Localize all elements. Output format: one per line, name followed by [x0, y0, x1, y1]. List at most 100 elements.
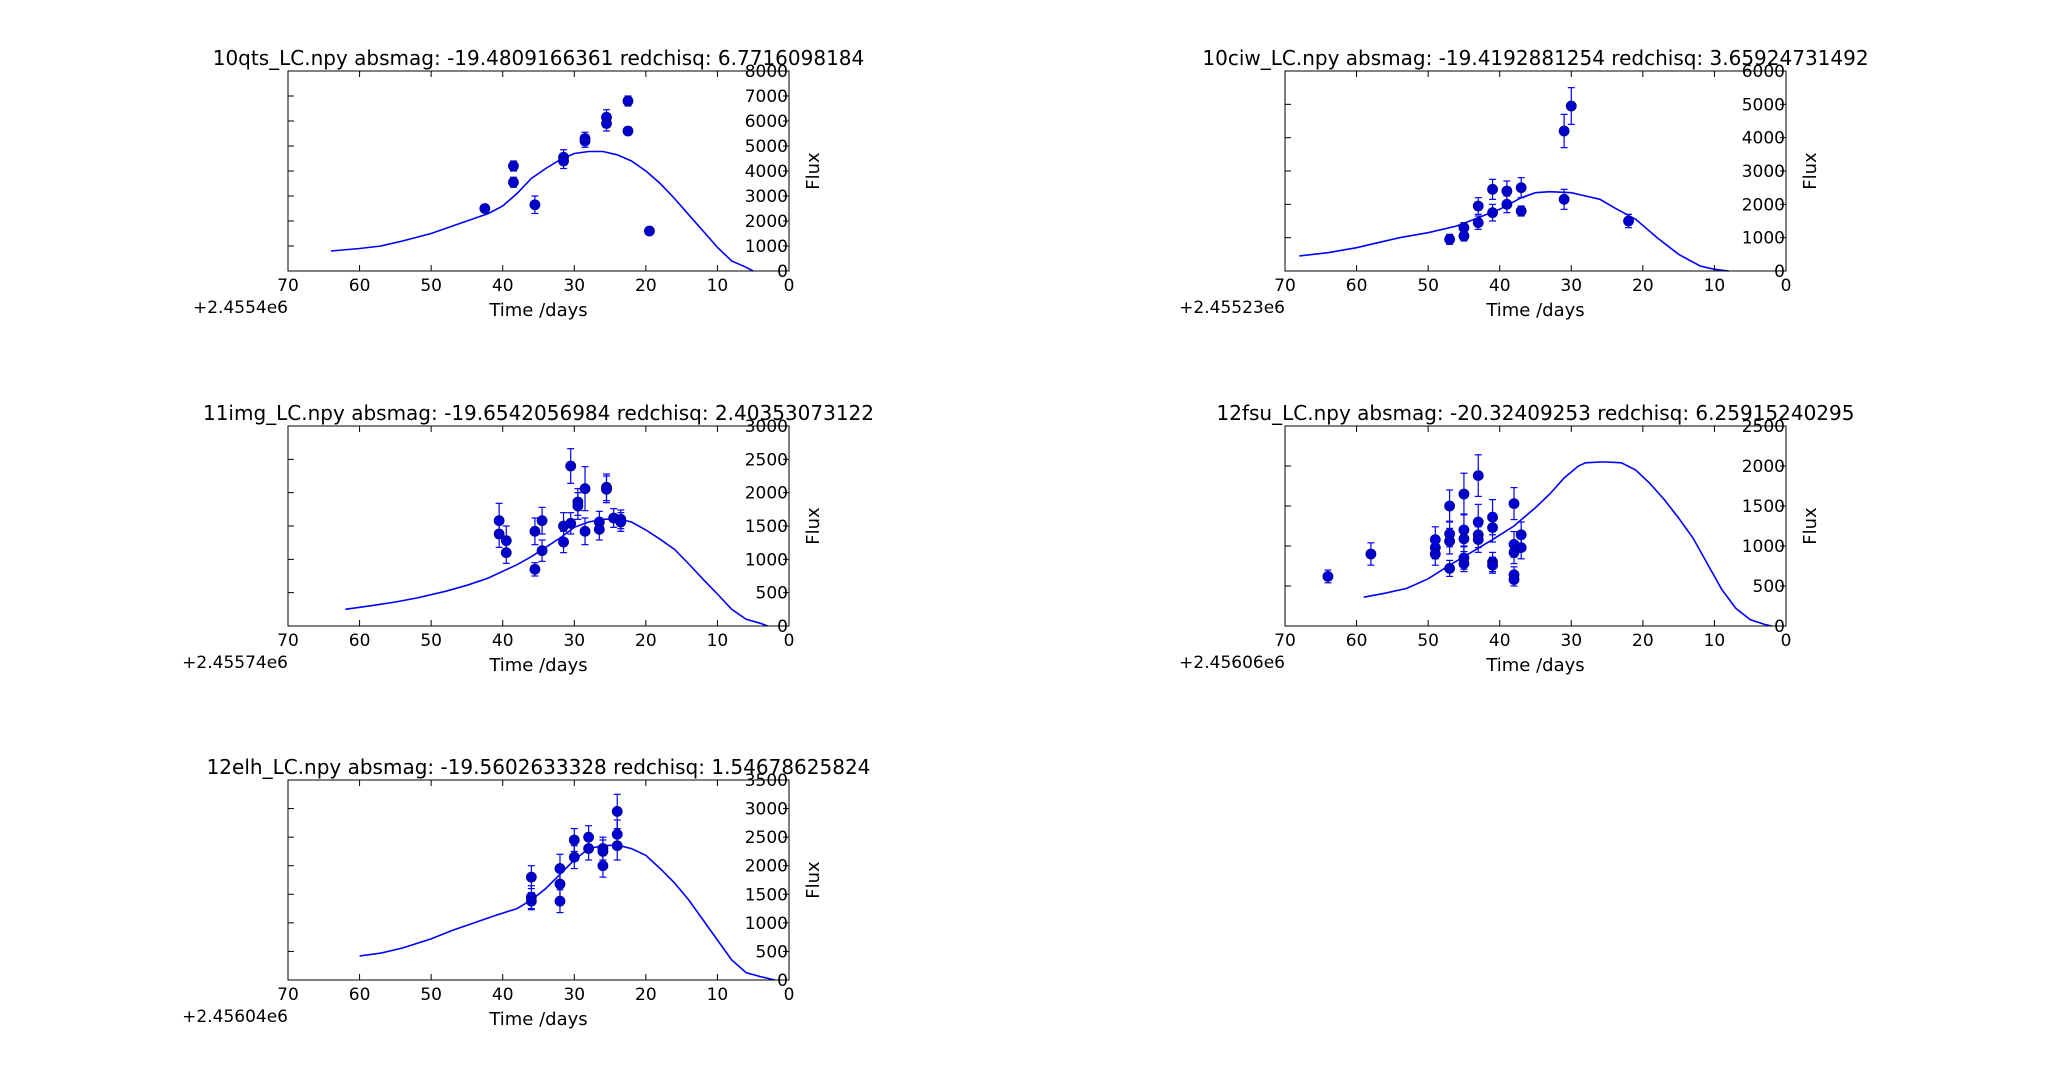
x-tick-label: 20 — [1632, 276, 1654, 296]
data-point — [601, 118, 612, 129]
chart-panel-2: 10ciw_LC.npy absmag: -19.4192881254 redc… — [1179, 46, 1868, 321]
y-tick-label: 0 — [1774, 262, 1785, 282]
chart-panel-3: 11img_LC.npy absmag: -19.6542056984 redc… — [182, 401, 874, 676]
x-offset-label: +2.45604e6 — [182, 1007, 288, 1027]
x-tick-label: 0 — [784, 276, 795, 296]
x-tick-label: 50 — [420, 631, 442, 651]
model-curve — [345, 517, 768, 627]
data-point — [554, 895, 566, 907]
model-curve — [330, 150, 754, 272]
data-point — [500, 547, 512, 559]
y-tick-label: 2000 — [745, 484, 788, 504]
x-tick-label: 30 — [563, 631, 585, 651]
y-tick-label: 8000 — [745, 62, 788, 82]
data-point — [579, 525, 591, 537]
data-point — [1458, 533, 1470, 545]
data-point — [1429, 548, 1441, 560]
x-offset-label: +2.45606e6 — [1179, 653, 1285, 673]
x-tick-label: 70 — [277, 985, 299, 1005]
x-tick-label: 0 — [1781, 631, 1792, 651]
y-tick-label: 5000 — [745, 137, 788, 157]
y-tick-label: 2500 — [745, 450, 788, 470]
data-point — [1501, 185, 1513, 197]
data-point — [565, 460, 577, 472]
data-point — [529, 199, 541, 211]
axes-frame — [1284, 425, 1787, 627]
x-tick-label: 40 — [1489, 276, 1511, 296]
y-tick-label: 1000 — [1742, 229, 1785, 249]
data-point — [1458, 558, 1470, 569]
y-tick-label: 4000 — [745, 162, 788, 182]
x-tick-label: 70 — [277, 276, 299, 296]
y-tick-label: 2500 — [1742, 417, 1785, 437]
y-tick-label: 1000 — [745, 550, 788, 570]
data-point — [644, 225, 655, 237]
x-tick-label: 10 — [1704, 631, 1726, 651]
y-tick-label: 1000 — [745, 914, 788, 934]
data-point — [1508, 498, 1520, 510]
x-tick-label: 30 — [563, 276, 585, 296]
x-tick-label: 0 — [784, 631, 795, 651]
chart-panel-5: 12elh_LC.npy absmag: -19.5602633328 redc… — [182, 755, 870, 1030]
chart-title: 11img_LC.npy absmag: -19.6542056984 redc… — [203, 401, 874, 425]
x-axis-label: Time /days — [488, 1009, 587, 1030]
y-tick-label: 1500 — [745, 885, 788, 905]
axes-frame — [287, 779, 790, 981]
data-point — [622, 125, 634, 137]
y-tick-label: 7000 — [745, 87, 788, 107]
x-tick-label: 50 — [1417, 276, 1439, 296]
data-point — [601, 483, 612, 495]
data-point — [1444, 535, 1456, 547]
data-point — [1515, 205, 1527, 217]
data-point — [525, 871, 537, 883]
data-point — [1365, 548, 1377, 560]
model-curve — [1299, 190, 1729, 272]
x-tick-label: 40 — [492, 985, 514, 1005]
data-point — [1515, 182, 1527, 194]
x-tick-label: 10 — [707, 631, 729, 651]
data-point — [1565, 100, 1577, 112]
y-axis-label: Flux — [1800, 152, 1821, 190]
y-tick-label: 0 — [1774, 617, 1785, 637]
data-point — [1458, 222, 1470, 234]
x-tick-label: 30 — [1560, 631, 1582, 651]
chart-title: 10ciw_LC.npy absmag: -19.4192881254 redc… — [1202, 46, 1868, 70]
data-point — [1472, 534, 1484, 545]
x-tick-label: 40 — [1489, 631, 1511, 651]
y-tick-label: 500 — [1753, 577, 1785, 597]
x-tick-label: 60 — [349, 631, 371, 651]
y-tick-label: 500 — [756, 942, 788, 962]
data-point — [568, 851, 580, 863]
x-tick-label: 70 — [277, 631, 299, 651]
y-axis-label: Flux — [803, 507, 824, 545]
data-point — [1444, 500, 1456, 512]
x-tick-label: 0 — [784, 985, 795, 1005]
x-offset-label: +2.4554e6 — [193, 298, 288, 318]
chart-panel-4: 12fsu_LC.npy absmag: -20.32409253 redchi… — [1179, 401, 1854, 676]
y-axis-label: Flux — [803, 861, 824, 899]
data-point — [622, 95, 634, 107]
x-tick-label: 40 — [492, 631, 514, 651]
x-tick-label: 10 — [1704, 276, 1726, 296]
data-point — [1558, 193, 1570, 205]
data-point — [1458, 488, 1470, 500]
data-point — [479, 203, 491, 214]
data-point — [615, 516, 627, 528]
x-tick-label: 40 — [492, 276, 514, 296]
x-tick-label: 60 — [1346, 631, 1368, 651]
x-tick-label: 50 — [1417, 631, 1439, 651]
y-tick-label: 2000 — [745, 857, 788, 877]
y-tick-label: 2000 — [1742, 457, 1785, 477]
axes-frame — [287, 425, 790, 627]
data-point — [1472, 470, 1484, 482]
data-point — [579, 483, 591, 495]
x-axis-label: Time /days — [488, 300, 587, 321]
y-tick-label: 2500 — [745, 828, 788, 848]
y-tick-label: 0 — [777, 617, 788, 637]
x-tick-label: 20 — [1632, 631, 1654, 651]
data-point — [1322, 571, 1334, 582]
y-tick-label: 500 — [756, 584, 788, 604]
data-point — [529, 563, 541, 575]
chart-title: 12fsu_LC.npy absmag: -20.32409253 redchi… — [1217, 401, 1855, 425]
x-offset-label: +2.45574e6 — [182, 653, 288, 673]
